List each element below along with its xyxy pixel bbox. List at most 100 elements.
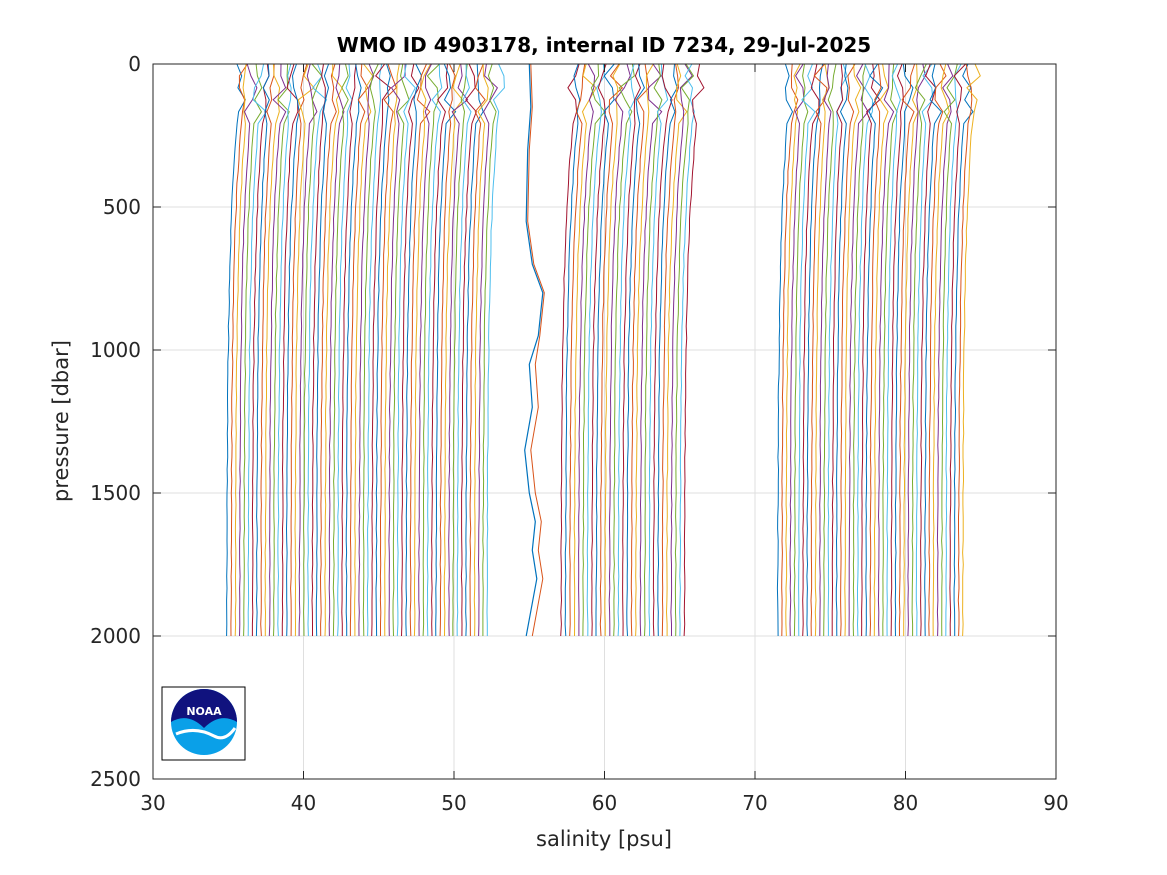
salinity-profile-line (622, 63, 642, 637)
salinity-profile-line (456, 63, 472, 637)
salinity-profile-line (435, 63, 457, 637)
salinity-profiles (226, 63, 981, 637)
salinity-profile-line (303, 63, 323, 637)
salinity-profile-line (785, 63, 801, 637)
salinity-profile-line (277, 63, 292, 637)
salinity-profile-line (781, 63, 799, 637)
y-tick-label: 2000 (90, 624, 141, 648)
x-tick-label: 70 (742, 791, 767, 815)
salinity-profile-line (617, 63, 636, 637)
salinity-profile-line (613, 63, 635, 637)
salinity-profile-line (243, 63, 263, 637)
salinity-profile-line (469, 63, 486, 637)
salinity-profile-line (945, 63, 962, 637)
salinity-profile-line (460, 63, 477, 637)
salinity-profile-line (413, 63, 432, 637)
salinity-profile-line (405, 63, 423, 637)
salinity-profile-line (608, 63, 631, 636)
salinity-profile-line (486, 63, 505, 636)
salinity-profile-line (844, 63, 862, 637)
salinity-profile-line (890, 63, 904, 637)
salinity-profile-line (674, 63, 695, 637)
chart-title: WMO ID 4903178, internal ID 7234, 29-Jul… (337, 33, 871, 57)
salinity-profile-line (894, 63, 914, 637)
anomalous-profile-line (527, 63, 545, 637)
salinity-profile-line (652, 63, 673, 637)
salinity-profile-line (936, 63, 954, 637)
salinity-profile-line (443, 63, 464, 637)
salinity-profile-line (630, 63, 650, 637)
salinity-profile-line (260, 63, 275, 637)
salinity-profile-line (886, 63, 901, 637)
salinity-profile-line (366, 63, 383, 637)
salinity-profile-line (482, 63, 497, 636)
salinity-profile-line (865, 63, 884, 637)
x-tick-label: 50 (441, 791, 466, 815)
salinity-profile-line (848, 63, 869, 636)
salinity-profile-line (409, 63, 431, 637)
salinity-profile-line (898, 63, 916, 637)
salinity-profile-line (911, 63, 927, 636)
salinity-profile-line (392, 63, 410, 637)
salinity-profile-line (328, 63, 345, 637)
salinity-profile-line (670, 63, 693, 636)
salinity-profile-line (324, 63, 343, 637)
y-tick-label: 0 (128, 52, 141, 76)
salinity-profile-line (273, 63, 290, 637)
salinity-profile-line (247, 63, 267, 637)
salinity-profile-line (298, 63, 318, 637)
salinity-profile-line (648, 63, 669, 637)
salinity-profile-line (810, 63, 828, 637)
salinity-profile-line (371, 63, 392, 637)
x-tick-label: 60 (592, 791, 617, 815)
salinity-profile-line (861, 63, 881, 637)
salinity-profile-line (586, 63, 605, 637)
salinity-profile-line (465, 63, 484, 637)
salinity-profile-line (349, 63, 369, 636)
salinity-profile-line (907, 63, 926, 637)
salinity-profile-line (396, 63, 416, 637)
salinity-profile-line (573, 63, 597, 637)
salinity-profile-line (230, 63, 248, 637)
salinity-profile-line (307, 63, 328, 637)
salinity-profile-line (375, 63, 391, 637)
salinity-profile-line (793, 63, 809, 637)
salinity-profile-line (802, 63, 820, 637)
salinity-profile-line (949, 63, 967, 637)
salinity-profile-line (337, 63, 353, 637)
salinity-profile-line (953, 63, 974, 636)
salinity-profile-line (290, 63, 308, 637)
salinity-profile-line (683, 63, 705, 637)
noaa-logo: NOAA (161, 686, 246, 761)
salinity-profile-line (856, 63, 874, 637)
salinity-profile-line (835, 63, 849, 637)
anomalous-profile-line (524, 63, 544, 637)
salinity-profile-line (626, 63, 645, 637)
y-tick-label: 2500 (90, 767, 141, 791)
salinity-profile-line (595, 63, 615, 636)
salinity-profile-line (226, 63, 246, 637)
salinity-profile-line (439, 63, 456, 637)
salinity-profile-line (941, 63, 958, 637)
salinity-profile-line (311, 63, 326, 636)
salinity-profile-line (924, 63, 943, 637)
noaa-logo-text: NOAA (186, 705, 222, 718)
salinity-profile-line (358, 63, 375, 637)
salinity-profile-line (388, 64, 406, 637)
salinity-profile-line (639, 63, 663, 637)
salinity-profile-line (354, 63, 374, 636)
salinity-profile-line (251, 63, 270, 636)
salinity-profile-line (903, 63, 919, 636)
salinity-profile-line (957, 63, 973, 637)
salinity-profile-line (915, 63, 934, 636)
y-tick-label: 1500 (90, 481, 141, 505)
salinity-profile-line (452, 63, 468, 637)
salinity-profile-line (268, 63, 287, 637)
salinity-profile-line (332, 63, 349, 637)
salinity-profile-line (422, 63, 440, 637)
salinity-profile-line (264, 63, 281, 636)
salinity-profile-line (345, 63, 362, 636)
salinity-profile-line (448, 63, 469, 637)
salinity-profile-line (928, 63, 947, 637)
y-tick-label: 500 (103, 195, 141, 219)
